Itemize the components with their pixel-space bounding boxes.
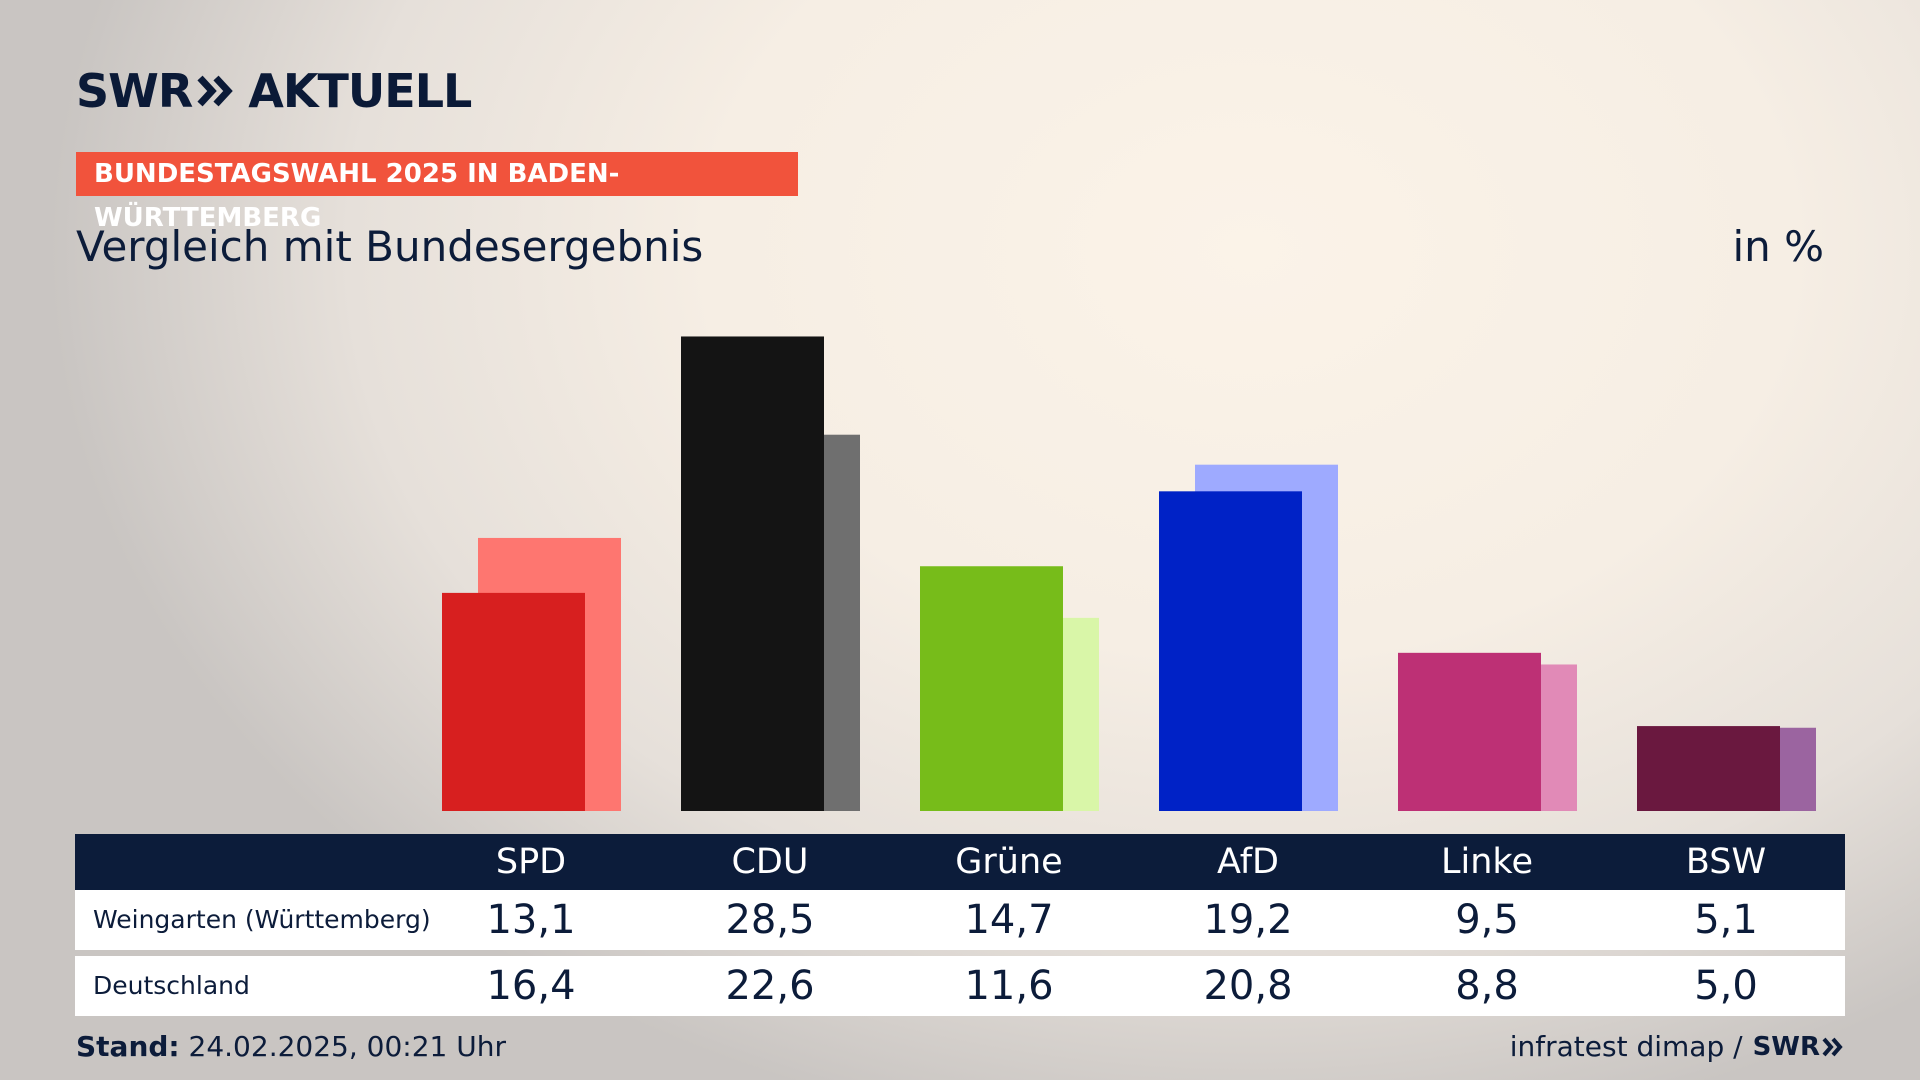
column-header-bsw: BSW	[1685, 842, 1767, 882]
table-row: Deutschland 16,4 22,6 11,6 20,8 8,8 5,0	[75, 956, 1845, 1016]
value-local-spd: 13,1	[486, 897, 576, 943]
stand-label: Stand:	[76, 1030, 180, 1063]
bar-local-cdu	[681, 336, 824, 811]
logo-aktuell-text: AKTUELL	[248, 64, 472, 118]
value-national-grüne: 11,6	[964, 963, 1054, 1009]
stand-value: 24.02.2025, 00:21 Uhr	[188, 1030, 506, 1063]
column-header-afd: AfD	[1217, 842, 1279, 882]
bar-local-spd	[442, 592, 585, 811]
table-header-row: SPD CDU Grüne AfD Linke BSW	[75, 834, 1845, 890]
swr-brand-text: SWR	[1752, 1031, 1820, 1062]
swr-aktuell-logo: SWR AKTUELL	[76, 64, 472, 118]
source-text: infratest dimap /	[1509, 1030, 1743, 1063]
source-credit: infratest dimap / SWR	[1510, 1030, 1844, 1063]
bar-local-bsw	[1637, 726, 1780, 811]
logo-swr-text: SWR	[76, 64, 193, 118]
chart-subtitle: Vergleich mit Bundesergebnis	[76, 222, 704, 271]
unit-label: in %	[1732, 222, 1824, 271]
column-header-spd: SPD	[495, 842, 567, 882]
column-header-cdu: CDU	[731, 842, 809, 882]
swr-brand: SWR	[1753, 1032, 1844, 1062]
value-local-linke: 9,5	[1455, 897, 1519, 943]
double-chevron-icon	[1822, 1037, 1843, 1056]
bar-chart	[442, 336, 1816, 811]
column-header-grüne: Grüne	[955, 842, 1063, 882]
value-local-cdu: 28,5	[725, 897, 815, 943]
value-national-cdu: 22,6	[725, 963, 815, 1009]
election-kicker: BUNDESTAGSWAHL 2025 IN BADEN-WÜRTTEMBERG	[76, 152, 798, 233]
value-local-bsw: 5,1	[1694, 897, 1758, 943]
double-chevron-icon	[197, 75, 234, 107]
bar-local-grüne	[920, 566, 1063, 811]
table-row: Weingarten (Württemberg) 13,1 28,5 14,7 19,…	[75, 890, 1845, 950]
value-national-bsw: 5,0	[1694, 963, 1758, 1009]
row-label-national: Deutschland	[93, 971, 250, 1000]
results-table: SPD CDU Grüne AfD Linke BSW Weingarten (Württ…	[75, 834, 1845, 1016]
column-header-linke: Linke	[1441, 842, 1533, 882]
value-local-grüne: 14,7	[964, 897, 1054, 943]
row-label-local: Weingarten (Württemberg)	[93, 905, 431, 934]
bar-local-linke	[1398, 652, 1541, 811]
value-national-linke: 8,8	[1455, 963, 1519, 1009]
bar-local-afd	[1159, 491, 1302, 811]
value-local-afd: 19,2	[1203, 897, 1293, 943]
timestamp: Stand: 24.02.2025, 00:21 Uhr	[76, 1030, 506, 1063]
value-national-spd: 16,4	[486, 963, 576, 1009]
value-national-afd: 20,8	[1203, 963, 1293, 1009]
